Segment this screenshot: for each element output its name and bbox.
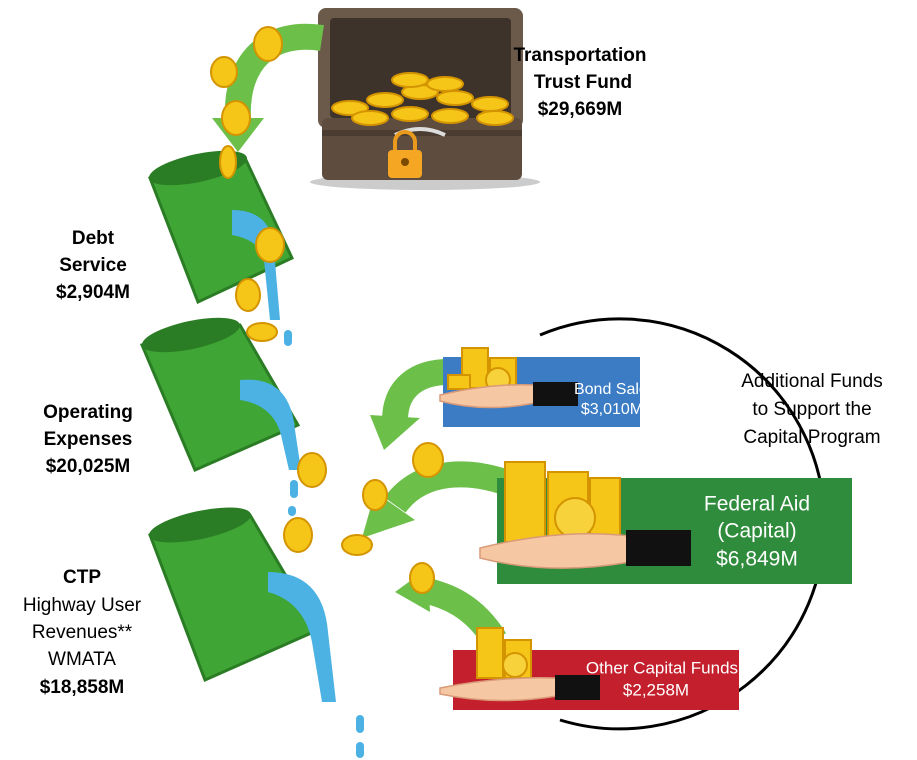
briefcase-part-part [472, 97, 508, 111]
use-label: CTP [63, 567, 101, 588]
coins-part [298, 453, 326, 487]
briefcase-part-part [352, 111, 388, 125]
source-amount: $2,258M [623, 680, 689, 699]
use-label: Operating [43, 402, 133, 423]
hands-part [533, 382, 578, 406]
coins-part [256, 228, 284, 262]
hands-part [555, 498, 595, 538]
briefcase-part-part [392, 73, 428, 87]
trust-fund-label: Trust Fund [534, 72, 632, 93]
briefcase [310, 8, 540, 190]
use-label: WMATA [48, 649, 116, 670]
use-amount: $18,858M [40, 677, 125, 698]
coins-part [363, 480, 387, 510]
coins-part [284, 518, 312, 552]
briefcase-part-part [392, 107, 428, 121]
hands-part [555, 675, 600, 700]
briefcase-part-part [367, 93, 403, 107]
source-label: (Capital) [717, 520, 796, 543]
buckets-part-part [290, 480, 298, 498]
additional-title: to Support the [752, 399, 871, 420]
buckets-part-part [356, 715, 364, 733]
source-label: Federal Aid [704, 493, 810, 516]
trust-fund-amount: $29,669M [538, 99, 623, 120]
buckets [139, 144, 364, 758]
briefcase-part-part [477, 111, 513, 125]
briefcase-part-part [437, 91, 473, 105]
use-amount: $20,025M [46, 456, 131, 477]
buckets-part-part [288, 506, 296, 516]
source-amount: $6,849M [716, 548, 798, 571]
briefcase-part-part [432, 109, 468, 123]
coins-part [211, 57, 237, 87]
hands-part-part [505, 462, 545, 542]
use-label: Service [59, 255, 127, 276]
additional-title: Capital Program [743, 427, 880, 448]
coins-part [254, 27, 282, 61]
flow-arrows-part [370, 415, 420, 450]
use-label: Expenses [44, 429, 133, 450]
hands-part-part [477, 628, 503, 678]
hands-part [626, 530, 691, 566]
use-label: Debt [72, 228, 115, 249]
coins-part [247, 323, 277, 341]
use-label: Highway User [23, 595, 142, 616]
hands-part [503, 653, 527, 677]
coins-part [410, 563, 434, 593]
coins-part [236, 279, 260, 311]
coins-part [342, 535, 372, 555]
coins-part [220, 146, 236, 178]
additional-title: Additional Funds [741, 371, 883, 392]
use-label: Revenues** [32, 622, 133, 643]
trust-fund-label: Transportation [513, 45, 646, 66]
source-amount: $3,010M [581, 401, 643, 418]
source-label: Other Capital Funds [586, 658, 738, 677]
hands-part-part [448, 375, 470, 389]
coins-part [222, 101, 250, 135]
buckets-part-part [284, 330, 292, 346]
buckets-part-part [356, 742, 364, 758]
briefcase-part-part [427, 77, 463, 91]
briefcase-part [401, 158, 409, 166]
hands-part-part [590, 478, 620, 538]
coins-part [413, 443, 443, 477]
source-label: Bond Sales* [574, 381, 662, 398]
use-amount: $2,904M [56, 282, 130, 303]
infographic: Transportation Trust Fund $29,669M Debt … [0, 0, 917, 760]
